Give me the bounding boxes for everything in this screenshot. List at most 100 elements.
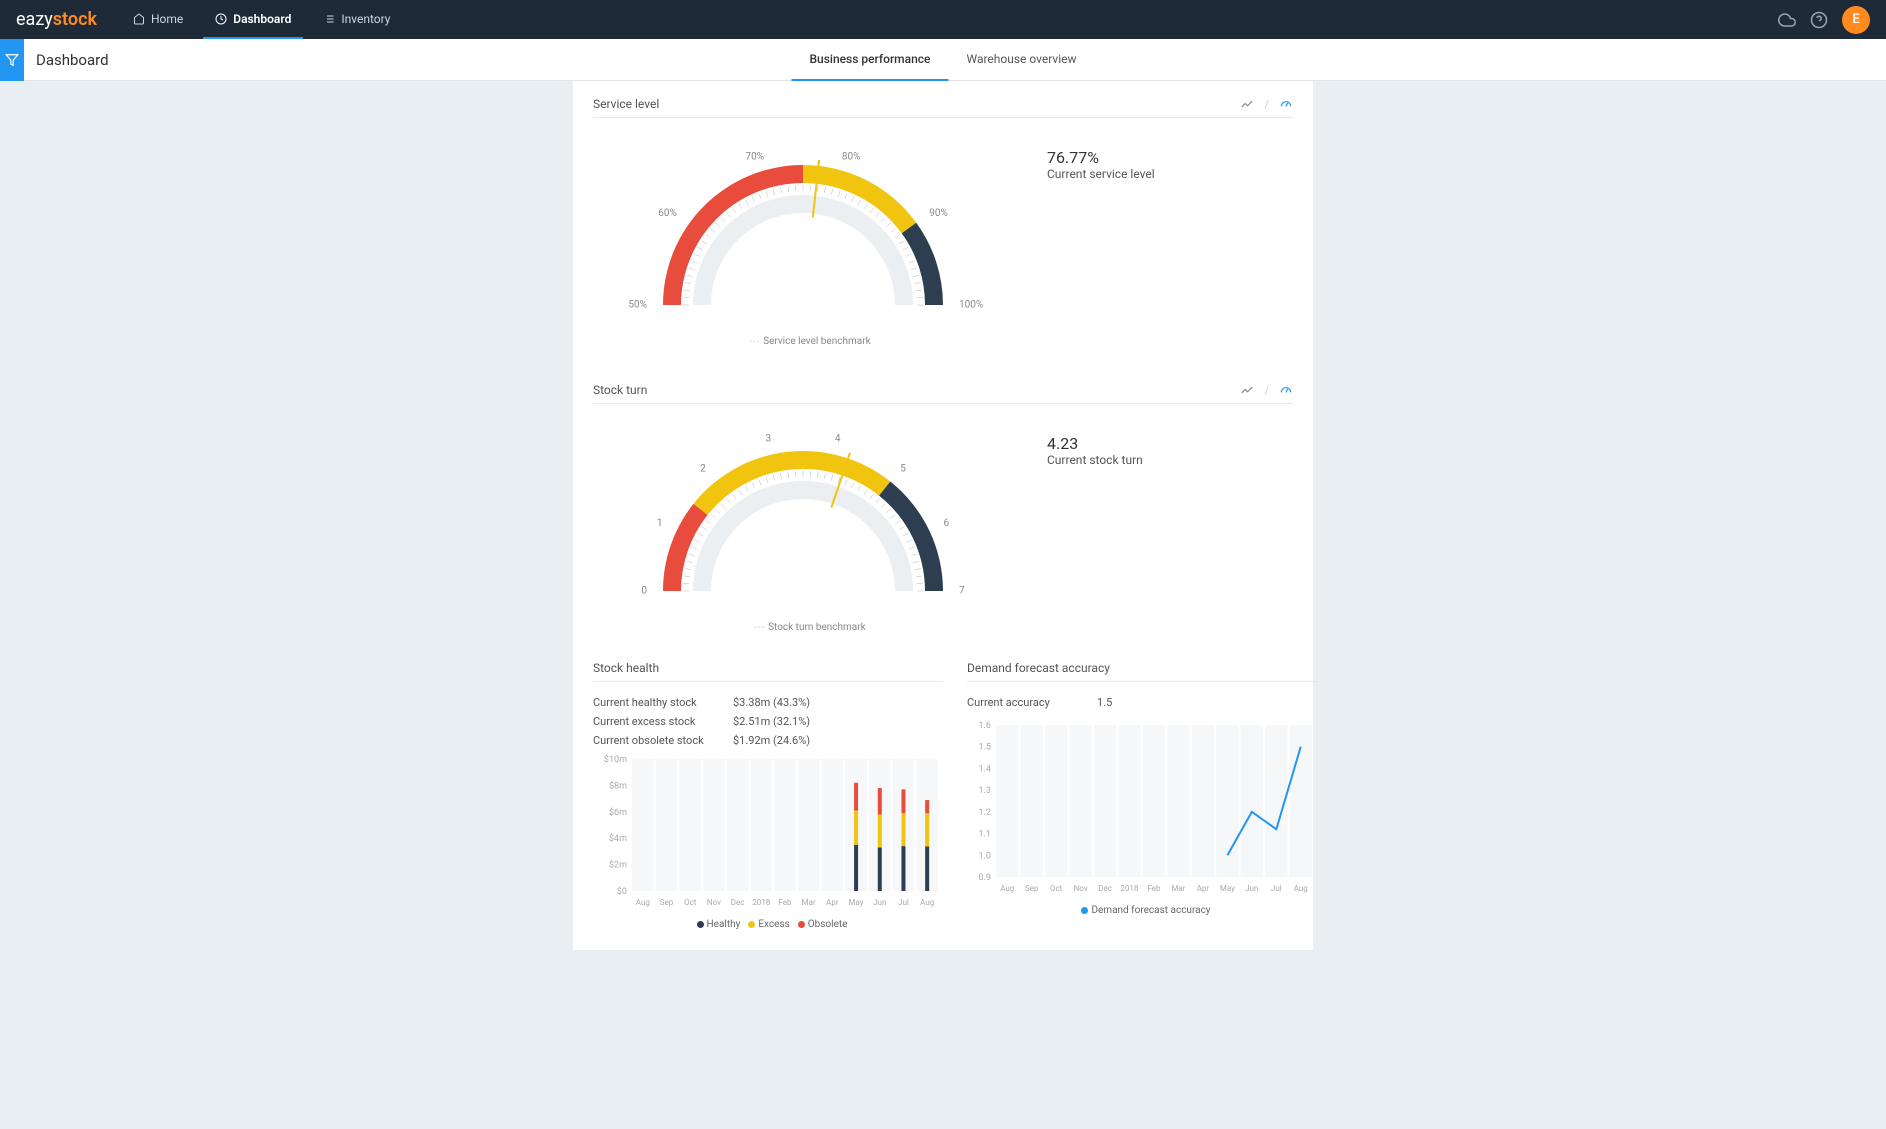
svg-text:6: 6 — [944, 518, 950, 529]
svg-text:5: 5 — [900, 464, 906, 475]
panel-title: Demand forecast accuracy — [967, 653, 1317, 682]
panel-actions: / — [1240, 97, 1293, 111]
svg-text:Dec: Dec — [1098, 884, 1112, 893]
forecast-panel: Demand forecast accuracy Current accurac… — [967, 653, 1317, 930]
separator: / — [1264, 98, 1269, 111]
stock-turn-value: 4.23 — [1047, 434, 1293, 453]
list-icon — [323, 13, 335, 25]
line-chart-icon[interactable] — [1240, 97, 1254, 111]
svg-text:1.6: 1.6 — [979, 721, 992, 731]
stat-row: Current healthy stock$3.38m (43.3%) — [593, 696, 943, 709]
forecast-legend: Demand forecast accuracy — [967, 905, 1317, 916]
user-avatar[interactable]: E — [1842, 6, 1870, 34]
svg-text:1.5: 1.5 — [979, 743, 992, 753]
svg-text:0.9: 0.9 — [979, 873, 992, 883]
nav-label: Home — [151, 12, 183, 26]
svg-text:Jul: Jul — [1271, 884, 1282, 893]
svg-text:Oct: Oct — [1050, 884, 1063, 893]
svg-text:Mar: Mar — [1171, 884, 1185, 893]
svg-text:May: May — [849, 898, 864, 907]
stock-health-stats: Current healthy stock$3.38m (43.3%) Curre… — [593, 696, 943, 747]
nav-item-home[interactable]: Home — [121, 0, 195, 39]
svg-text:1: 1 — [657, 518, 663, 529]
tab-business-performance[interactable]: Business performance — [791, 39, 948, 81]
service-level-value: 76.77% — [1047, 148, 1293, 167]
nav-item-dashboard[interactable]: Dashboard — [203, 0, 303, 39]
svg-text:Oct: Oct — [684, 898, 697, 907]
nav-label: Inventory — [341, 12, 390, 26]
bottom-row: Stock health Current healthy stock$3.38m… — [573, 653, 1313, 950]
svg-text:Apr: Apr — [826, 898, 839, 907]
service-level-subtitle: Current service level — [1047, 167, 1293, 181]
svg-text:Nov: Nov — [1074, 884, 1088, 893]
svg-text:3: 3 — [765, 434, 771, 445]
nav-item-inventory[interactable]: Inventory — [311, 0, 402, 39]
forecast-current-value: 1.5 — [1097, 696, 1112, 709]
svg-text:Mar: Mar — [802, 898, 816, 907]
svg-text:2018: 2018 — [1121, 884, 1139, 893]
svg-text:Jul: Jul — [898, 898, 909, 907]
user-initial: E — [1852, 12, 1859, 27]
tab-warehouse-overview[interactable]: Warehouse overview — [948, 39, 1094, 81]
svg-text:Aug: Aug — [1294, 884, 1308, 893]
top-nav: eazystock HomeDashboardInventory E — [0, 0, 1886, 39]
svg-text:0: 0 — [641, 586, 647, 597]
svg-text:Feb: Feb — [1147, 884, 1161, 893]
svg-text:Aug: Aug — [920, 898, 934, 907]
svg-text:4: 4 — [835, 434, 841, 445]
page-tabs: Business performanceWarehouse overview — [791, 39, 1094, 81]
forecast-current-label: Current accuracy — [967, 696, 1097, 709]
content-area: Service level / 50%60%70%80%90%100% --- … — [573, 81, 1313, 950]
stat-value: $3.38m (43.3%) — [733, 696, 810, 709]
gauge-icon[interactable] — [1279, 97, 1293, 111]
panel-header: Stock turn / — [593, 375, 1293, 404]
forecast-current: Current accuracy 1.5 — [967, 696, 1317, 709]
svg-text:Aug: Aug — [1000, 884, 1014, 893]
svg-text:$4m: $4m — [609, 833, 627, 844]
help-icon[interactable] — [1810, 11, 1828, 29]
line-chart-icon[interactable] — [1240, 383, 1254, 397]
separator: / — [1264, 384, 1269, 397]
svg-text:50%: 50% — [628, 300, 647, 311]
panel-title: Service level — [593, 97, 659, 111]
stock-health-panel: Stock health Current healthy stock$3.38m… — [593, 653, 943, 930]
nav-right: E — [1778, 6, 1870, 34]
stock-turn-subtitle: Current stock turn — [1047, 453, 1293, 467]
svg-text:May: May — [1220, 884, 1235, 893]
panel-title: Stock turn — [593, 383, 647, 397]
stat-label: Current excess stock — [593, 715, 733, 728]
svg-text:90%: 90% — [929, 208, 948, 219]
svg-text:1.4: 1.4 — [979, 764, 992, 774]
svg-text:2018: 2018 — [752, 898, 770, 907]
service-level-gauge: 50%60%70%80%90%100% --- Service level be… — [593, 130, 1027, 347]
svg-text:Sep: Sep — [1025, 884, 1039, 893]
page-title: Dashboard — [36, 51, 109, 69]
svg-text:$2m: $2m — [609, 860, 627, 871]
gauge-legend: --- Service level benchmark — [593, 336, 1027, 347]
svg-text:7: 7 — [959, 586, 965, 597]
nav-items: Home Dashboard Inventory — [121, 0, 403, 39]
stat-value: $2.51m (32.1%) — [733, 715, 810, 728]
nav-label: Dashboard — [233, 12, 291, 26]
service-level-panel: Service level / 50%60%70%80%90%100% --- … — [573, 81, 1313, 367]
svg-text:$8m: $8m — [609, 780, 627, 791]
stock-health-chart: $0$2m$4m$6m$8m$10mAugSepOctNovDec2018Feb… — [593, 753, 943, 913]
stock-turn-gauge: 01234567 --- Stock turn benchmark — [593, 416, 1027, 633]
panel-actions: / — [1240, 383, 1293, 397]
gauge-row: 01234567 --- Stock turn benchmark 4.23 C… — [593, 416, 1293, 633]
svg-text:Jun: Jun — [1245, 884, 1258, 893]
svg-text:Feb: Feb — [778, 898, 792, 907]
brand-suffix: stock — [53, 9, 97, 30]
stat-row: Current excess stock$2.51m (32.1%) — [593, 715, 943, 728]
service-level-info: 76.77% Current service level — [1047, 130, 1293, 347]
svg-text:$6m: $6m — [609, 807, 627, 818]
stat-row: Current obsolete stock$1.92m (24.6%) — [593, 734, 943, 747]
svg-text:100%: 100% — [959, 300, 983, 311]
gauge-icon[interactable] — [1279, 383, 1293, 397]
svg-text:60%: 60% — [658, 208, 677, 219]
svg-text:Apr: Apr — [1197, 884, 1210, 893]
filter-toggle[interactable] — [0, 39, 24, 81]
svg-text:Nov: Nov — [707, 898, 721, 907]
svg-text:Jun: Jun — [873, 898, 886, 907]
cloud-icon[interactable] — [1778, 11, 1796, 29]
